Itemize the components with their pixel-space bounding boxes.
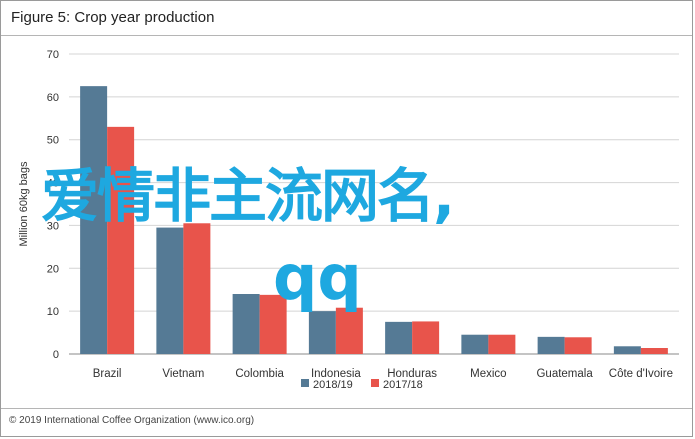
legend-swatch xyxy=(371,379,379,387)
x-tick-label: Mexico xyxy=(470,368,506,380)
bar-series2 xyxy=(640,348,668,354)
copyright-footer: © 2019 International Coffee Organization… xyxy=(9,415,255,426)
title-divider xyxy=(1,35,692,36)
legend-label: 2018/19 xyxy=(313,379,353,391)
footer-divider xyxy=(1,408,692,409)
x-tick-label: Colombia xyxy=(235,368,284,380)
bar-series2 xyxy=(488,334,516,354)
bar-series2 xyxy=(183,223,211,354)
figure-title: Figure 5: Crop year production xyxy=(11,9,215,26)
y-tick-label: 10 xyxy=(47,306,59,318)
y-tick-label: 30 xyxy=(47,220,59,232)
y-axis-label: Million 60kg bags xyxy=(18,161,30,246)
bar-series1 xyxy=(156,227,184,354)
bar-series1 xyxy=(385,321,413,354)
x-tick-label: Indonesia xyxy=(311,368,361,380)
legend-label: 2017/18 xyxy=(383,379,423,391)
y-tick-label: 20 xyxy=(47,263,59,275)
bar-series1 xyxy=(80,86,108,355)
overlay-text: 爱情非主流网名, xyxy=(41,162,455,230)
x-tick-label: Honduras xyxy=(387,368,437,380)
bar-series1 xyxy=(308,311,336,354)
x-tick-label: Guatemala xyxy=(536,368,593,380)
y-tick-label: 50 xyxy=(47,135,59,147)
bar-series1 xyxy=(232,294,260,354)
bar-series2 xyxy=(412,321,440,354)
x-tick-label: Vietnam xyxy=(162,368,204,380)
bar-series2 xyxy=(259,294,287,354)
legend-swatch xyxy=(301,379,309,387)
y-tick-label: 60 xyxy=(47,92,59,104)
y-tick-label: 40 xyxy=(47,178,59,190)
bar-series1 xyxy=(461,334,489,354)
y-tick-label: 70 xyxy=(47,49,59,61)
bar-series2 xyxy=(564,337,592,354)
bar-series2 xyxy=(107,126,135,354)
bar-chart: 0 10 20 30 40 50 60 70 Million 60kg bags Brazil Vi… xyxy=(18,49,679,391)
y-tick-label: 0 xyxy=(53,349,59,361)
bar-series1 xyxy=(613,346,641,354)
x-tick-label: Côte d'Ivoire xyxy=(609,368,673,380)
bar-series1 xyxy=(537,336,565,354)
overlay-text-qq: qq xyxy=(273,241,362,314)
bar-series2 xyxy=(335,307,363,354)
x-tick-label: Brazil xyxy=(93,368,122,380)
